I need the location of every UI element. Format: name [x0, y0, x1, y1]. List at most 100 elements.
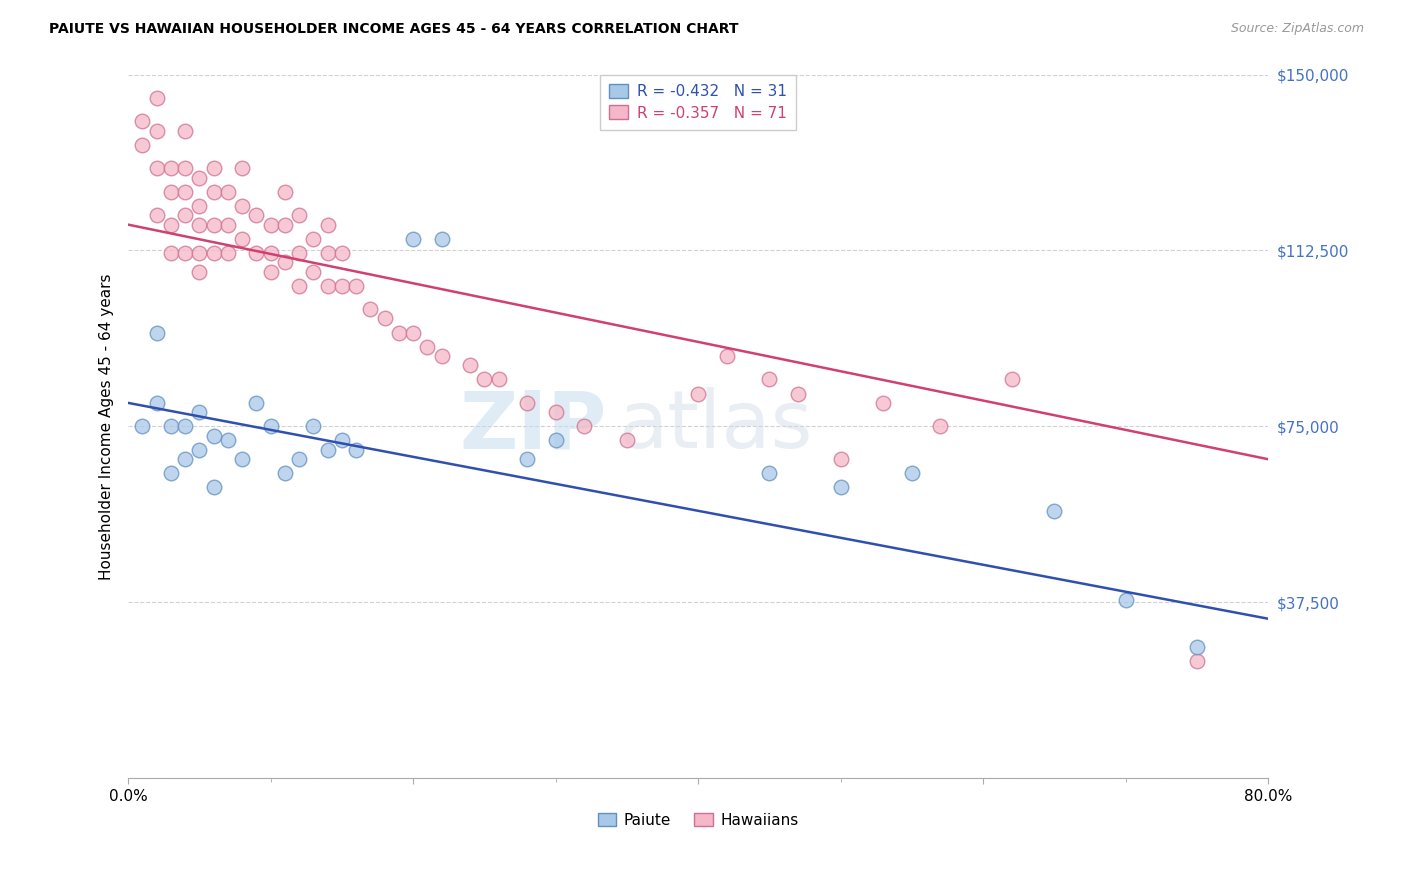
Point [160, 467, 183, 481]
Point [416, 340, 439, 354]
Point [388, 326, 411, 340]
Point [288, 208, 311, 222]
Point [544, 434, 567, 448]
Point [202, 185, 225, 199]
Point [688, 386, 710, 401]
Point [274, 185, 297, 199]
Point [359, 302, 381, 317]
Point [160, 218, 183, 232]
Point [245, 208, 267, 222]
Point [202, 218, 225, 232]
Point [174, 161, 197, 176]
Point [245, 245, 267, 260]
Point [901, 467, 924, 481]
Point [316, 218, 339, 232]
Point [245, 396, 267, 410]
Point [288, 452, 311, 467]
Point [202, 429, 225, 443]
Point [458, 359, 481, 373]
Point [202, 161, 225, 176]
Point [574, 419, 596, 434]
Point [174, 124, 197, 138]
Point [302, 264, 325, 278]
Point [402, 326, 425, 340]
Point [330, 434, 353, 448]
Point [160, 419, 183, 434]
Point [160, 245, 183, 260]
Point [344, 278, 367, 293]
Point [145, 326, 167, 340]
Point [302, 232, 325, 246]
Point [302, 419, 325, 434]
Point [516, 452, 538, 467]
Point [160, 161, 183, 176]
Point [274, 467, 297, 481]
Point [402, 232, 425, 246]
Point [929, 419, 952, 434]
Point [474, 372, 496, 386]
Point [260, 245, 283, 260]
Point [288, 245, 311, 260]
Point [174, 452, 197, 467]
Point [231, 199, 253, 213]
Y-axis label: Householder Income Ages 45 - 64 years: Householder Income Ages 45 - 64 years [100, 273, 114, 580]
Point [160, 185, 183, 199]
Point [758, 372, 780, 386]
Point [188, 442, 211, 457]
Point [544, 405, 567, 419]
Point [344, 442, 367, 457]
Point [274, 255, 297, 269]
Point [174, 245, 197, 260]
Point [217, 185, 239, 199]
Point [516, 396, 538, 410]
Point [316, 245, 339, 260]
Point [330, 278, 353, 293]
Point [787, 386, 810, 401]
Point [202, 245, 225, 260]
Point [872, 396, 894, 410]
Point [430, 349, 453, 363]
Point [131, 114, 153, 128]
Point [758, 467, 780, 481]
Point [430, 232, 453, 246]
Legend: Paiute, Hawaiians: Paiute, Hawaiians [592, 806, 804, 834]
Point [830, 480, 852, 494]
Point [217, 218, 239, 232]
Point [145, 161, 167, 176]
Point [188, 218, 211, 232]
Point [374, 311, 396, 326]
Point [260, 264, 283, 278]
Text: Source: ZipAtlas.com: Source: ZipAtlas.com [1230, 22, 1364, 36]
Point [616, 434, 638, 448]
Point [288, 278, 311, 293]
Point [188, 170, 211, 185]
Point [174, 208, 197, 222]
Point [274, 218, 297, 232]
Point [231, 161, 253, 176]
Point [188, 405, 211, 419]
Point [131, 419, 153, 434]
Text: PAIUTE VS HAWAIIAN HOUSEHOLDER INCOME AGES 45 - 64 YEARS CORRELATION CHART: PAIUTE VS HAWAIIAN HOUSEHOLDER INCOME AG… [49, 22, 738, 37]
Point [316, 442, 339, 457]
Point [174, 185, 197, 199]
Point [231, 452, 253, 467]
Point [145, 91, 167, 105]
Point [188, 264, 211, 278]
Point [217, 434, 239, 448]
Point [1001, 372, 1024, 386]
Point [830, 452, 852, 467]
Point [260, 419, 283, 434]
Point [330, 245, 353, 260]
Point [231, 232, 253, 246]
Point [145, 208, 167, 222]
Point [145, 124, 167, 138]
Point [488, 372, 510, 386]
Point [716, 349, 738, 363]
Text: atlas: atlas [619, 387, 813, 466]
Point [131, 137, 153, 152]
Point [1043, 504, 1066, 518]
Point [188, 245, 211, 260]
Point [188, 199, 211, 213]
Point [1185, 654, 1208, 668]
Point [174, 419, 197, 434]
